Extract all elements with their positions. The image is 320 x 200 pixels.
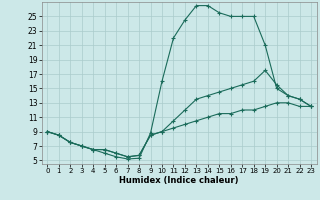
X-axis label: Humidex (Indice chaleur): Humidex (Indice chaleur) bbox=[119, 176, 239, 185]
